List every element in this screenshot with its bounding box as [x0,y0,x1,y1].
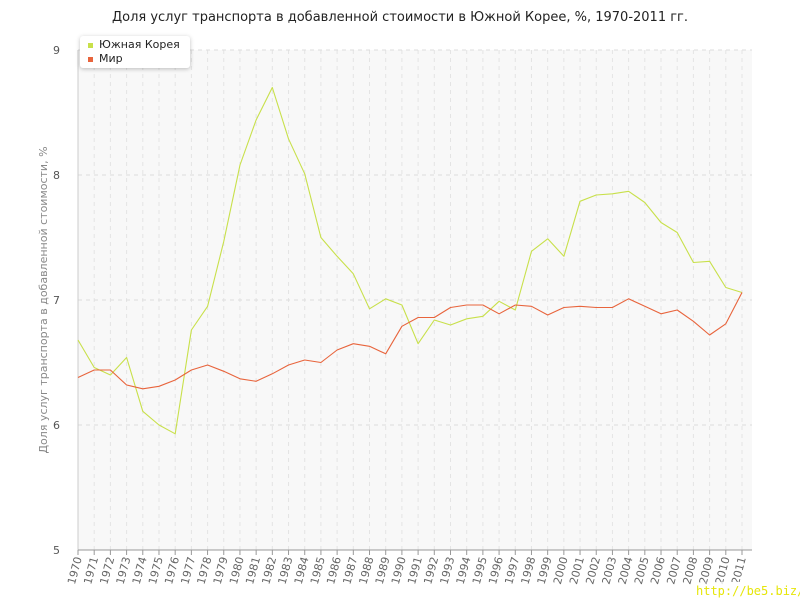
series-line-world[interactable] [77,292,743,390]
legend: Южная Корея Мир [80,36,190,68]
legend-label-world: Мир [99,52,123,65]
legend-swatch-south-korea [88,42,93,48]
legend-label-south-korea: Южная Корея [99,38,180,51]
y-tick-label: 5 [53,544,60,557]
watermark-link[interactable]: http://be5.biz/ [696,582,800,600]
chart-title: Доля услуг транспорта в добавленной стои… [111,10,689,25]
legend-item-south-korea[interactable]: Южная Корея [88,38,180,52]
axes [77,50,752,555]
y-tick-label: 8 [53,169,60,182]
y-tick-label: 6 [53,419,60,432]
series-line-south-korea[interactable] [77,86,743,435]
y-tick-label: 9 [53,44,60,57]
series-lines [77,86,743,435]
x-tick-labels: 1970197119721973197419751976197719781979… [65,555,749,585]
y-tick-label: 7 [53,294,60,307]
legend-item-world[interactable]: Мир [88,52,123,66]
y-axis-label: Доля услуг транспорта в добавленной стои… [37,146,50,453]
y-tick-labels: 5 6 7 8 9 [53,44,60,557]
legend-swatch-world [88,56,93,62]
